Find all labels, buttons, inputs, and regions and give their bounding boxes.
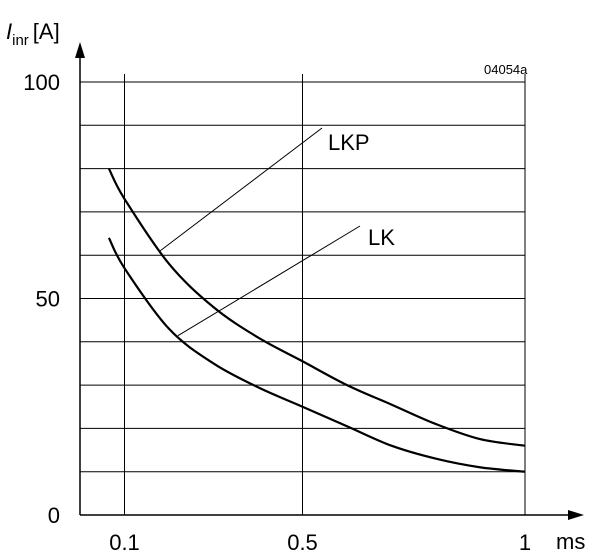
y-axis-unit: [A] (33, 19, 60, 44)
axes: 0 50 100 0.1 0.5 1 (23, 42, 584, 555)
series-line-lkp (107, 168, 526, 447)
y-tick-label: 50 (36, 287, 60, 312)
grid (80, 74, 526, 515)
y-axis-arrow (75, 42, 85, 58)
y-tick-label: 0 (48, 503, 60, 528)
x-axis-arrow (568, 510, 584, 520)
series-line-lk (107, 237, 526, 473)
x-axis-title: ms (556, 529, 585, 554)
x-tick-label: 0.5 (287, 530, 318, 555)
x-tick-label: 1 (519, 530, 531, 555)
x-tick-label: 0.1 (109, 530, 140, 555)
series-label-lkp: LKP (328, 130, 370, 155)
y-axis-symbol: I (6, 19, 12, 44)
leader-line-lkp (159, 127, 323, 252)
leader-line-lk (177, 225, 361, 337)
series: LKP LK (107, 127, 526, 473)
y-axis-title: Iinr [A] (6, 19, 60, 49)
series-label-lk: LK (368, 225, 395, 250)
y-axis-subscript: inr (12, 32, 29, 49)
y-tick-label: 100 (23, 70, 60, 95)
figure-code: 04054a (484, 62, 528, 77)
